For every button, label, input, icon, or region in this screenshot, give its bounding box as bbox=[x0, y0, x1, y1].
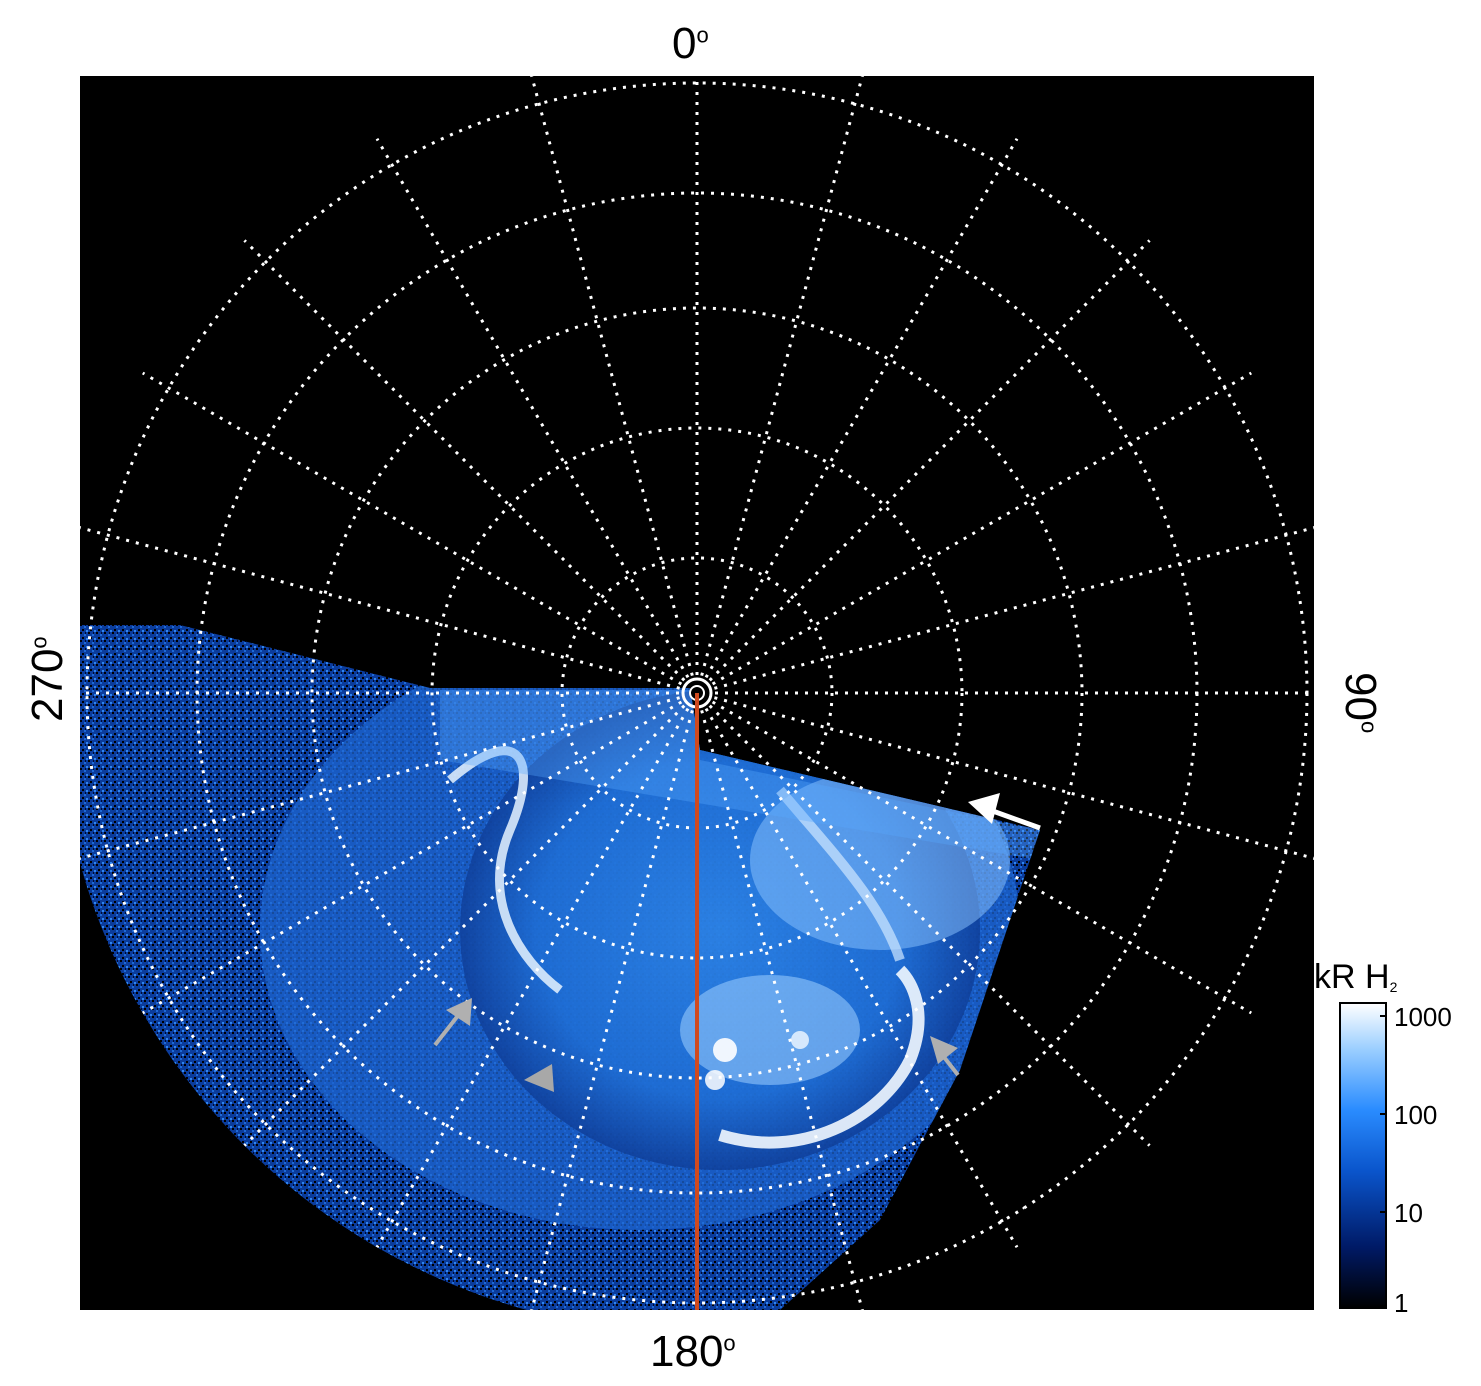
meridian-line bbox=[711, 700, 1253, 1015]
meridian-line bbox=[708, 239, 1151, 682]
meridian-line bbox=[243, 704, 686, 1147]
longitude-label-270: 270o bbox=[23, 636, 72, 722]
longitude-label-90: 90o bbox=[1336, 672, 1385, 734]
colorbar-tick-label-1000: 1000 bbox=[1394, 1002, 1452, 1032]
meridian-line bbox=[375, 137, 690, 679]
colorbar-tick-marks bbox=[1380, 1015, 1386, 1307]
arrow-gray-right bbox=[930, 1036, 960, 1077]
meridian-line bbox=[700, 76, 864, 677]
meridian-line bbox=[704, 707, 1019, 1249]
main-auroral-oval-dawn bbox=[718, 965, 925, 1149]
colorbar-tick-label-100: 100 bbox=[1394, 1100, 1438, 1130]
longitude-label-0: 0o bbox=[672, 19, 709, 68]
arrowhead-gray-center bbox=[524, 1064, 554, 1092]
meridian-line bbox=[530, 709, 694, 1310]
meridian-line bbox=[713, 526, 1314, 690]
meridian-line bbox=[141, 700, 683, 1015]
meridian-line bbox=[700, 709, 864, 1310]
meridian-line bbox=[704, 137, 1019, 679]
colorbar-title: kR H2 bbox=[1314, 958, 1398, 996]
arrow-gray-left bbox=[433, 998, 472, 1047]
longitude-label-180: 180o bbox=[650, 1327, 736, 1376]
colorbar-tick-label-1: 1 bbox=[1394, 1288, 1409, 1318]
meridian-line bbox=[708, 704, 1151, 1147]
arrow-white bbox=[968, 793, 1041, 831]
colorbar-tick-label-10: 10 bbox=[1394, 1198, 1423, 1228]
main-auroral-oval bbox=[447, 746, 563, 994]
meridian-line bbox=[530, 76, 694, 677]
meridian-line bbox=[80, 696, 681, 860]
meridian-line bbox=[711, 371, 1253, 686]
meridian-line bbox=[141, 371, 683, 686]
meridian-line bbox=[375, 707, 690, 1249]
meridian-line bbox=[80, 526, 681, 690]
meridian-line bbox=[713, 696, 1314, 860]
colorbar bbox=[1339, 1002, 1387, 1309]
meridian-line bbox=[243, 239, 686, 682]
